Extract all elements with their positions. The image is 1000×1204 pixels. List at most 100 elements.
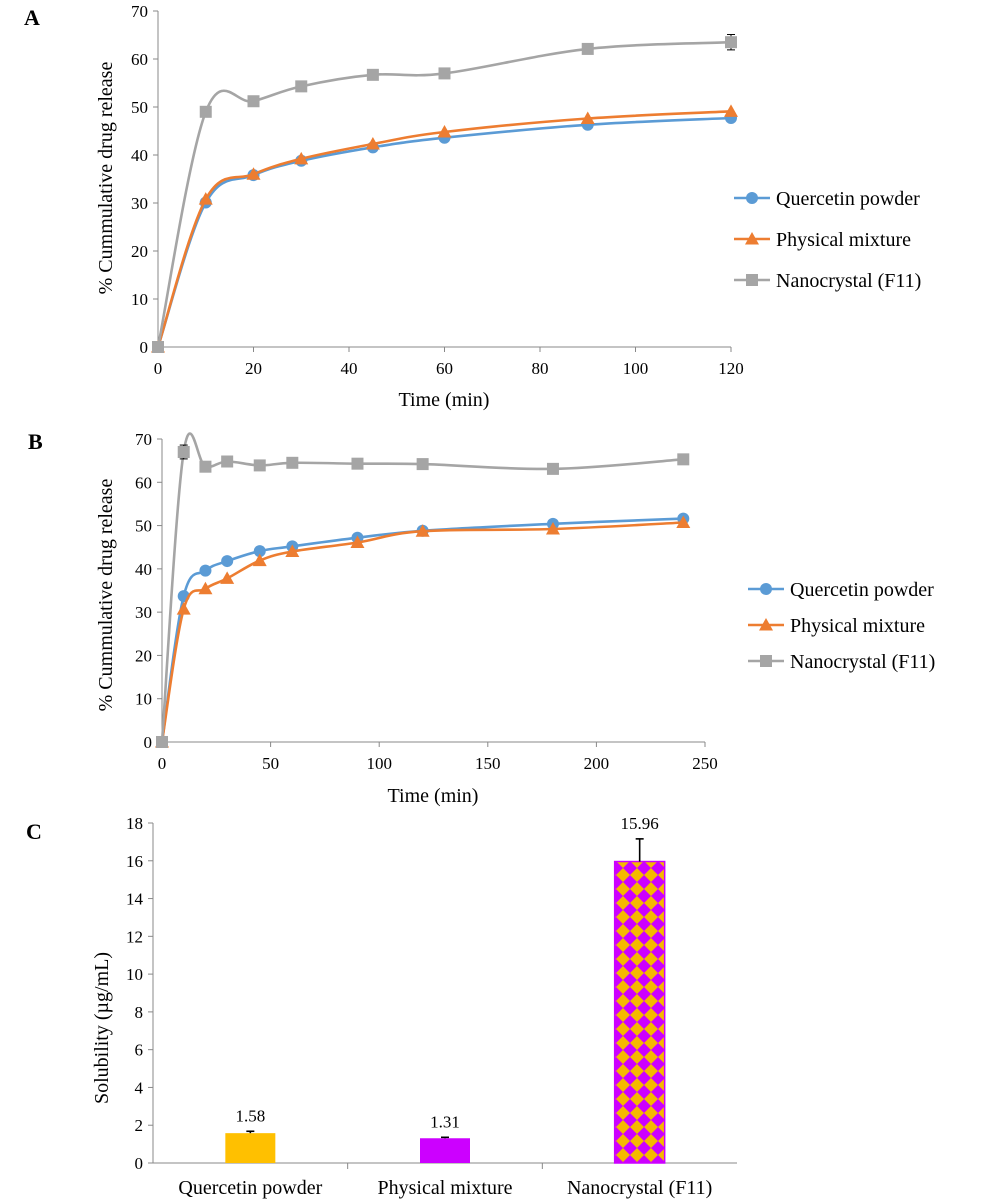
chart-b-x-axis-title: Time (min) — [388, 785, 479, 807]
x-category-label: Physical mixture — [378, 1177, 513, 1199]
x-category-label: Quercetin powder — [178, 1177, 322, 1199]
legend-marker — [746, 274, 758, 286]
legend-label: Nanocrystal (F11) — [790, 651, 935, 673]
x-tick-label: 250 — [692, 754, 718, 773]
chart-b-axes: 0 10 20 30 40 50 60 70 0 50 100 150 200 250 — [135, 430, 718, 773]
data-point — [253, 545, 266, 558]
data-point — [676, 515, 691, 529]
data-label: 15.96 — [621, 814, 659, 833]
y-tick-label: 8 — [135, 1003, 144, 1022]
y-tick-label: 2 — [135, 1116, 144, 1135]
data-point — [156, 736, 168, 748]
series-line — [156, 110, 732, 348]
data-point — [415, 524, 430, 537]
y-tick-label: 60 — [131, 50, 148, 69]
data-point — [199, 105, 212, 118]
chart-a-x-axis-title: Time (min) — [399, 389, 490, 411]
panel-label-a: A — [24, 5, 40, 30]
y-tick-label: 0 — [135, 1154, 144, 1173]
data-point — [152, 341, 164, 353]
x-tick-label: 100 — [366, 754, 392, 773]
y-tick-label: 30 — [131, 194, 148, 213]
data-point — [177, 445, 190, 458]
chart-a: A 0 10 20 30 40 50 60 70 0 20 40 60 80 100 120 Time (m… — [24, 2, 921, 411]
data-point — [724, 104, 738, 117]
data-point — [295, 80, 308, 93]
legend-label: Quercetin powder — [776, 188, 920, 210]
y-tick-label: 4 — [135, 1078, 144, 1097]
chart-a-axes: 0 10 20 30 40 50 60 70 0 20 40 60 80 100 120 — [131, 2, 744, 378]
panel-label-b: B — [28, 429, 43, 454]
y-tick-label: 6 — [135, 1041, 144, 1060]
data-label: 1.58 — [235, 1106, 265, 1125]
y-tick-label: 0 — [140, 338, 149, 357]
data-point — [725, 36, 737, 49]
y-tick-label: 14 — [126, 890, 144, 909]
data-point — [580, 111, 595, 125]
y-tick-label: 40 — [135, 560, 152, 579]
chart-a-y-axis-title: % Cummulative drug release — [95, 62, 117, 295]
y-tick-label: 50 — [135, 517, 152, 536]
x-category-label: Nanocrystal (F11) — [567, 1177, 712, 1199]
legend-label: Physical mixture — [776, 229, 911, 251]
data-point — [221, 455, 234, 468]
chart-c-y-axis-title: Solubility (µg/mL) — [91, 952, 113, 1104]
data-point — [253, 459, 266, 472]
data-point — [198, 192, 213, 205]
bar — [613, 860, 666, 1164]
series-line — [160, 517, 684, 743]
x-tick-label: 150 — [475, 754, 501, 773]
data-point — [545, 522, 560, 535]
data-point — [351, 457, 364, 470]
bar — [225, 1133, 276, 1163]
data-point — [365, 136, 380, 150]
x-tick-label: 120 — [718, 359, 744, 378]
data-point — [416, 458, 429, 471]
legend-marker — [746, 192, 758, 204]
chart-c-bars: 1.58 Quercetin powder 1.31 Physical mixture… — [178, 814, 712, 1199]
y-tick-label: 70 — [135, 430, 152, 449]
y-tick-label: 40 — [131, 146, 148, 165]
legend-label: Nanocrystal (F11) — [776, 270, 921, 292]
legend-marker — [745, 232, 759, 245]
chart-a-series — [151, 34, 738, 353]
data-point — [677, 453, 690, 466]
series-line — [156, 116, 732, 348]
panel-label-c: C — [26, 819, 42, 844]
series-line — [160, 521, 684, 743]
y-tick-label: 18 — [126, 814, 143, 833]
data-point — [246, 167, 261, 180]
legend-label: Physical mixture — [790, 615, 925, 637]
x-tick-label: 100 — [623, 359, 649, 378]
legend-marker — [760, 583, 772, 595]
bar — [420, 1138, 470, 1163]
data-point — [199, 460, 212, 473]
data-point — [285, 544, 300, 558]
y-tick-label: 10 — [135, 690, 152, 709]
data-point — [176, 602, 191, 615]
data-point — [294, 151, 309, 165]
data-point — [198, 581, 213, 595]
legend-label: Quercetin powder — [790, 579, 934, 601]
data-point — [438, 67, 451, 80]
y-tick-label: 12 — [126, 927, 143, 946]
data-point — [220, 571, 235, 584]
data-point — [252, 553, 267, 567]
data-point — [437, 124, 452, 138]
x-tick-label: 40 — [341, 359, 358, 378]
chart-b-y-axis-title: % Cummulative drug release — [95, 479, 117, 712]
data-point — [247, 95, 260, 108]
data-label: 1.31 — [430, 1112, 460, 1131]
x-tick-label: 200 — [584, 754, 610, 773]
legend-marker — [759, 618, 773, 631]
y-tick-label: 10 — [131, 290, 148, 309]
x-tick-label: 0 — [158, 754, 167, 773]
y-tick-label: 60 — [135, 473, 152, 492]
data-point — [546, 462, 559, 475]
data-point — [199, 564, 212, 577]
y-tick-label: 0 — [144, 733, 153, 752]
x-tick-label: 50 — [262, 754, 279, 773]
data-point — [221, 555, 234, 568]
